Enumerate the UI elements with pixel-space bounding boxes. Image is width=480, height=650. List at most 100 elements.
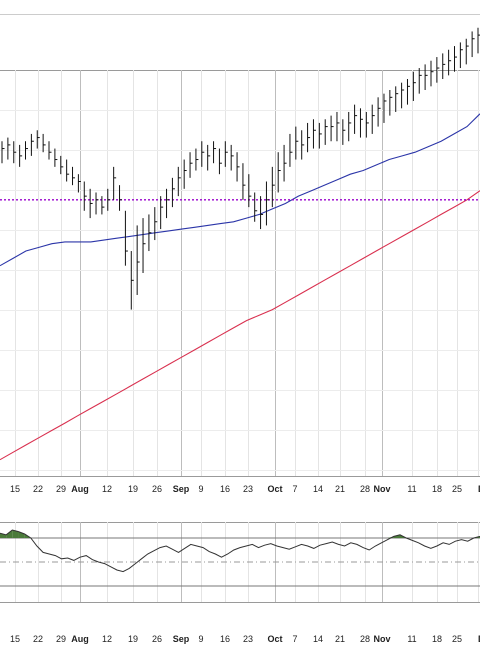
x-tick-label: Nov [373,484,390,494]
x-axis-ticks-oscillator: 15 22 29 Aug 12 19 26 Sep 9 16 23 Oct 7 14 21 28 Nov 11 18… [10,634,480,644]
x-axis-ticks-price: 15 22 29 Aug 12 19 26 Sep 9 16 23 Oct 7 14 21 28 Nov 11 18… [10,484,480,494]
ohlc-bar [283,144,287,182]
x-tick-label: 18 [432,484,442,494]
x-tick-label: 21 [335,634,345,644]
x-tick-label: 15 [10,634,20,644]
x-tick-label: Aug [71,634,89,644]
x-tick-label: Oct [267,634,282,644]
x-tick-label: 9 [198,484,203,494]
ohlc-bar [336,111,340,142]
x-tick-label: 28 [360,634,370,644]
ohlc-bar [265,181,269,226]
x-tick-label: Nov [373,634,390,644]
ohlc-bar [377,97,381,127]
ohlc-bar [365,111,369,138]
moving-average-slow-line [0,190,480,461]
x-tick-label: 23 [243,484,253,494]
x-tick-label: Sep [173,634,190,644]
x-tick-label: 29 [56,634,66,644]
ohlc-bar [395,86,399,112]
ohlc-bar [354,104,358,134]
ohlc-bar [48,141,52,160]
ohlc-bar [171,177,175,208]
x-tick-label: 19 [128,634,138,644]
ohlc-bar [477,27,480,54]
ohlc-bar [30,133,34,156]
ohlc-bar [1,141,5,164]
ohlc-bar [307,122,311,153]
ohlc-bar [113,166,117,200]
x-tick-label: 23 [243,634,253,644]
ohlc-bar [389,90,393,116]
ohlc-bar [459,42,463,69]
ohlc-bar [442,53,446,80]
ohlc-bar [72,166,76,186]
ohlc-bar [318,122,322,149]
ohlc-bar [371,104,375,134]
x-tick-label: 28 [360,484,370,494]
ohlc-bar [301,130,305,160]
ohlc-bar [289,133,293,167]
ohlc-bar [142,218,146,273]
ohlc-bar [359,108,363,138]
ohlc-bar [312,119,316,149]
price-gridlines [0,70,480,476]
ohlc-bar [207,144,211,171]
x-tick-label: 14 [313,634,323,644]
ohlc-bar [342,119,346,145]
x-tick-label: 26 [152,634,162,644]
ohlc-bar [54,148,58,167]
ohlc-bar [189,152,193,178]
ohlc-bar [83,181,87,211]
ohlc-bar [148,214,152,252]
overbought-segment [18,531,25,538]
x-tick-label: 18 [432,634,442,644]
x-tick-label: 21 [335,484,345,494]
ohlc-bar [254,192,258,222]
ohlc-bar [119,185,123,211]
x-tick-label: 22 [33,484,43,494]
ohlc-bar [7,137,11,160]
ohlc-bar [95,192,99,215]
x-tick-label: 11 [407,634,416,644]
ohlc-bar [136,225,140,295]
ohlc-bar [436,57,440,83]
x-tick-label: Sep [173,484,190,494]
ohlc-bar [124,210,128,266]
ohlc-bar [471,31,475,58]
x-tick-label: 22 [33,634,43,644]
ohlc-bar [453,46,457,72]
ohlc-bar [195,148,199,171]
ohlc-bar [160,196,164,230]
ohlc-bar [130,251,134,310]
oscillator-line [0,529,480,573]
ohlc-bar [201,141,205,167]
x-tick-label: 11 [407,484,416,494]
x-tick-label: 7 [292,634,297,644]
ohlc-bar [418,68,422,94]
ohlc-bar [230,144,234,171]
x-tick-label: De [478,484,480,494]
ohlc-bar [183,159,187,189]
price-panel: 15 22 29 Aug 12 19 26 Sep 9 16 23 Oct 7 14 21 28 Nov 11 18… [0,14,480,494]
x-tick-label: 9 [198,634,203,644]
ohlc-bar [89,188,93,219]
ohlc-bar [177,166,181,197]
x-tick-label: 15 [10,484,20,494]
x-tick-label: 25 [452,634,462,644]
ohlc-bar [406,79,410,105]
x-tick-label: 12 [102,484,112,494]
x-tick-label: 26 [152,484,162,494]
ohlc-bar [154,207,158,241]
overbought-fill [0,530,480,538]
ohlc-bar [101,196,105,215]
x-tick-label: 19 [128,484,138,494]
ohlc-bar [213,141,217,164]
ohlc-bar [448,49,452,76]
ohlc-bar [324,119,328,145]
ohlc-bar [166,188,170,219]
ohlc-bar [465,38,469,65]
x-tick-label: 25 [452,484,462,494]
ohlc-bar [36,130,40,149]
